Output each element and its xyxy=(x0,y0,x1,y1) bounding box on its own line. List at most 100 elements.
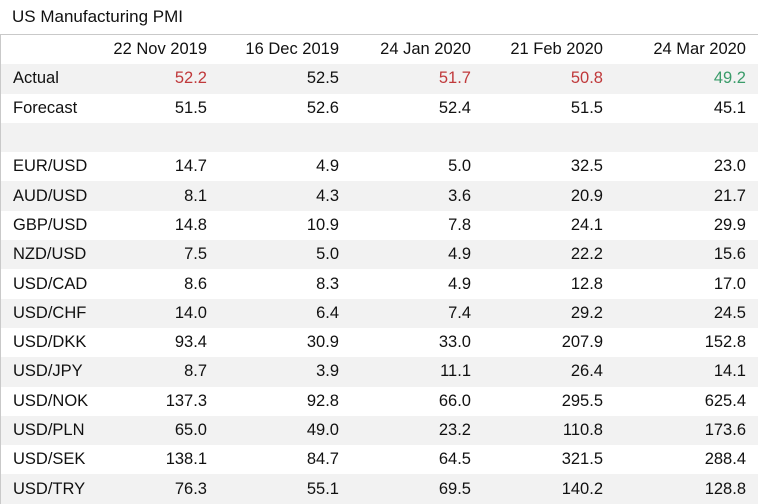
table-cell: 29.2 xyxy=(483,298,615,328)
table-cell: 93.4 xyxy=(174,333,207,352)
row-label: USD/SEK xyxy=(13,450,86,469)
row-label: USD/TRY xyxy=(1,474,89,504)
actual-cell: 51.7 xyxy=(351,64,483,94)
row-label: EUR/USD xyxy=(13,157,88,176)
actual-cell: 52.2 xyxy=(89,64,219,94)
table-cell: 128.8 xyxy=(615,474,758,504)
table-cell: 295.5 xyxy=(561,391,603,410)
row-label: USD/NOK xyxy=(13,391,89,410)
table-cell: 23.0 xyxy=(713,157,746,176)
table-cell: 33.0 xyxy=(438,333,471,352)
table-row: USD/JPY 8.7 3.9 11.1 26.4 14.1 xyxy=(1,357,758,387)
table-cell: 5.0 xyxy=(219,240,351,270)
row-label: USD/DKK xyxy=(13,333,87,352)
column-header: 21 Feb 2020 xyxy=(510,40,603,59)
table-cell: 64.5 xyxy=(438,450,471,469)
row-label: USD/CAD xyxy=(13,274,88,293)
table-row: USD/SEK 138.1 84.7 64.5 321.5 288.4 xyxy=(1,445,758,474)
row-label: Actual xyxy=(1,64,89,94)
table-cell: 7.4 xyxy=(351,298,483,328)
forecast-cell: 51.5 xyxy=(570,98,603,117)
row-label: AUD/USD xyxy=(1,181,89,211)
row-label: USD/PLN xyxy=(1,415,89,446)
spacer-cell xyxy=(1,122,758,153)
table-cell: 21.7 xyxy=(615,181,758,211)
table-cell: 6.4 xyxy=(219,298,351,328)
table-cell: 8.6 xyxy=(184,274,207,293)
table-cell: 32.5 xyxy=(570,157,603,176)
header-row: 22 Nov 2019 16 Dec 2019 24 Jan 2020 21 F… xyxy=(1,35,758,64)
table-row: USD/TRY 76.3 55.1 69.5 140.2 128.8 xyxy=(1,474,758,504)
table-cell: 3.9 xyxy=(219,357,351,387)
table-cell: 207.9 xyxy=(561,333,603,352)
table-cell: 8.1 xyxy=(89,181,219,211)
actual-row: Actual 52.2 52.5 51.7 50.8 49.2 xyxy=(1,64,758,94)
table-row: USD/DKK 93.4 30.9 33.0 207.9 152.8 xyxy=(1,328,758,357)
forecast-cell: 45.1 xyxy=(713,98,746,117)
table-cell: 14.8 xyxy=(174,215,207,234)
forecast-cell: 52.6 xyxy=(306,98,339,117)
table-cell: 92.8 xyxy=(306,391,339,410)
header-corner xyxy=(1,35,89,64)
table-row: USD/CHF 14.0 6.4 7.4 29.2 24.5 xyxy=(1,298,758,328)
table-cell: 76.3 xyxy=(89,474,219,504)
forecast-row: Forecast 51.5 52.6 52.4 51.5 45.1 xyxy=(1,94,758,123)
table-cell: 22.2 xyxy=(483,240,615,270)
table-cell: 5.0 xyxy=(448,157,471,176)
table-cell: 152.8 xyxy=(704,333,746,352)
row-label: NZD/USD xyxy=(1,240,89,270)
table-cell: 23.2 xyxy=(351,415,483,446)
actual-cell: 50.8 xyxy=(483,64,615,94)
column-header: 24 Jan 2020 xyxy=(380,40,471,59)
table-cell: 49.0 xyxy=(219,415,351,446)
table-cell: 8.7 xyxy=(89,357,219,387)
table-row: GBP/USD 14.8 10.9 7.8 24.1 29.9 xyxy=(1,211,758,240)
table-cell: 137.3 xyxy=(165,391,207,410)
table-cell: 29.9 xyxy=(713,215,746,234)
table-cell: 138.1 xyxy=(165,450,207,469)
table-cell: 14.7 xyxy=(174,157,207,176)
table-cell: 3.6 xyxy=(351,181,483,211)
table-cell: 4.3 xyxy=(219,181,351,211)
table-cell: 24.5 xyxy=(615,298,758,328)
table-row: NZD/USD 7.5 5.0 4.9 22.2 15.6 xyxy=(1,240,758,270)
table-cell: 15.6 xyxy=(615,240,758,270)
table-cell: 14.0 xyxy=(89,298,219,328)
column-header: 22 Nov 2019 xyxy=(113,40,207,59)
table-row: USD/NOK 137.3 92.8 66.0 295.5 625.4 xyxy=(1,387,758,416)
table-cell: 12.8 xyxy=(570,274,603,293)
column-header: 24 Mar 2020 xyxy=(653,40,746,59)
table-cell: 17.0 xyxy=(713,274,746,293)
table-cell: 7.8 xyxy=(448,215,471,234)
table-cell: 4.9 xyxy=(351,240,483,270)
table-cell: 8.3 xyxy=(316,274,339,293)
table-cell: 69.5 xyxy=(351,474,483,504)
column-header: 16 Dec 2019 xyxy=(245,40,339,59)
table-cell: 26.4 xyxy=(483,357,615,387)
spacer-row xyxy=(1,122,758,153)
table-cell: 10.9 xyxy=(306,215,339,234)
row-label: Forecast xyxy=(13,98,78,117)
table-cell: 110.8 xyxy=(483,415,615,446)
row-label: USD/CHF xyxy=(1,298,89,328)
pmi-table: 22 Nov 2019 16 Dec 2019 24 Jan 2020 21 F… xyxy=(0,34,758,504)
table-cell: 140.2 xyxy=(483,474,615,504)
table-cell: 4.9 xyxy=(316,157,339,176)
table-cell: 11.1 xyxy=(351,357,483,387)
table-cell: 66.0 xyxy=(438,391,471,410)
table-row: AUD/USD 8.1 4.3 3.6 20.9 21.7 xyxy=(1,181,758,211)
table-cell: 84.7 xyxy=(306,450,339,469)
table-row: USD/CAD 8.6 8.3 4.9 12.8 17.0 xyxy=(1,269,758,298)
table-cell: 30.9 xyxy=(306,333,339,352)
data-table: 22 Nov 2019 16 Dec 2019 24 Jan 2020 21 F… xyxy=(1,35,758,504)
table-cell: 14.1 xyxy=(615,357,758,387)
table-cell: 625.4 xyxy=(704,391,746,410)
actual-cell: 52.5 xyxy=(219,64,351,94)
row-label: GBP/USD xyxy=(13,215,88,234)
table-cell: 7.5 xyxy=(89,240,219,270)
table-cell: 288.4 xyxy=(704,450,746,469)
row-label: USD/JPY xyxy=(1,357,89,387)
forecast-cell: 51.5 xyxy=(174,98,207,117)
forecast-cell: 52.4 xyxy=(438,98,471,117)
table-cell: 65.0 xyxy=(89,415,219,446)
